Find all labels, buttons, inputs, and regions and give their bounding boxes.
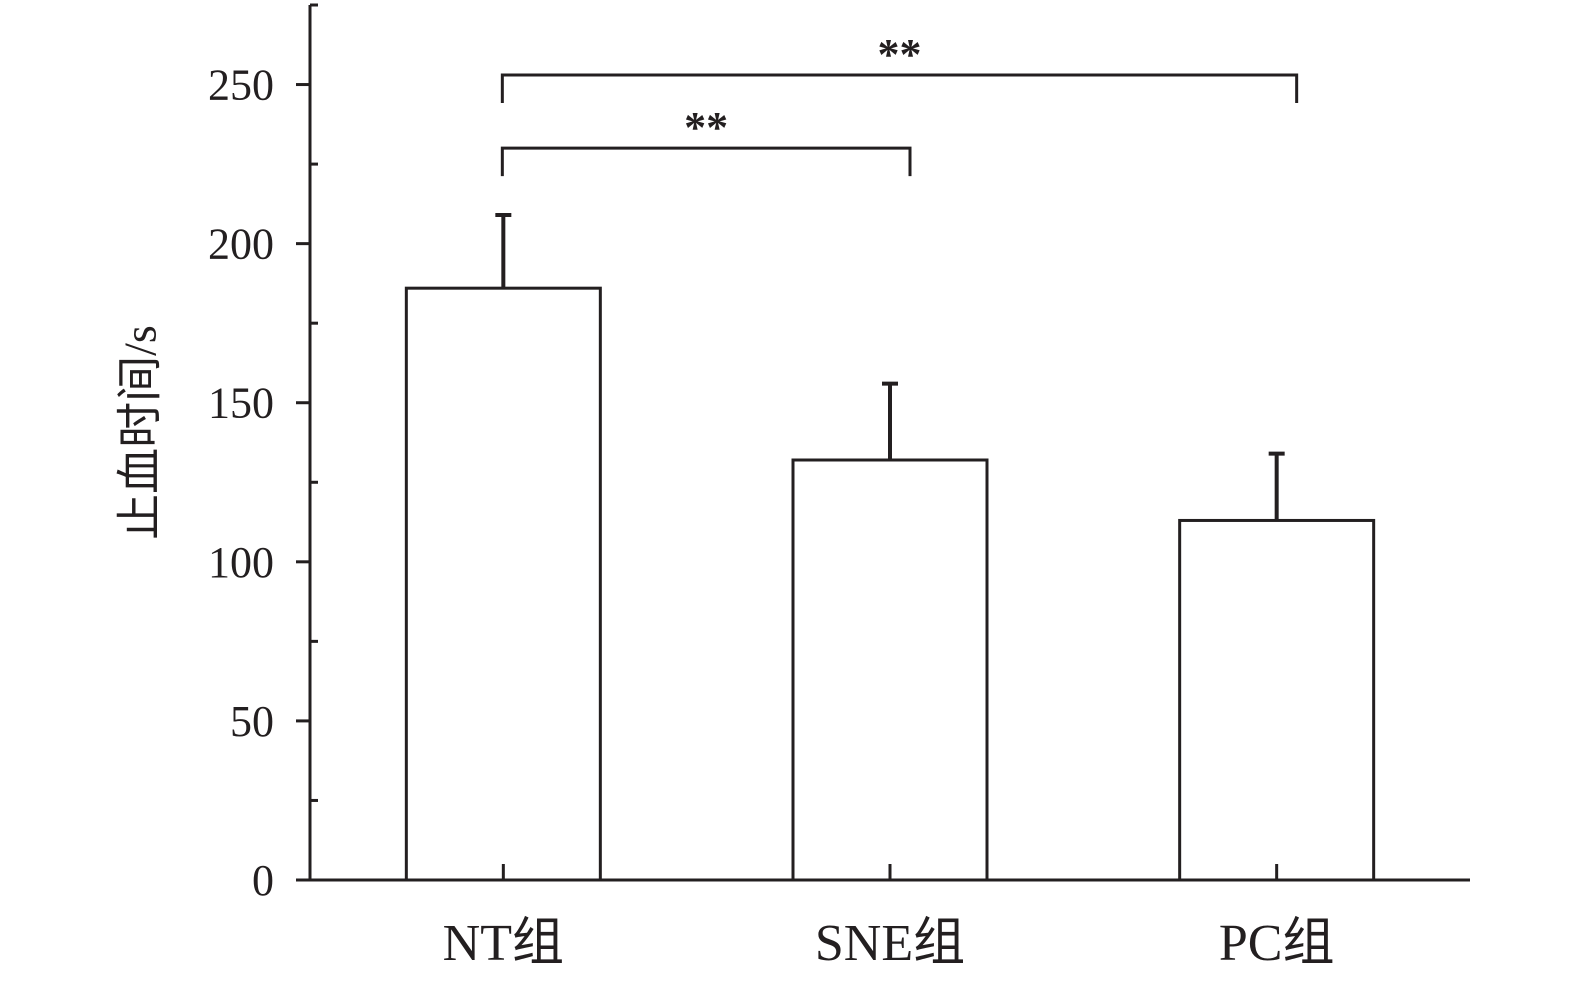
x-tick-label: NT组 — [443, 915, 564, 972]
x-tick-label: SNE组 — [815, 915, 965, 972]
significance-brackets: ** ** — [500, 30, 1299, 177]
y-tick-label: 0 — [252, 856, 274, 905]
y-axis-title: 止血时间/s — [115, 325, 166, 540]
y-tick-label: 50 — [230, 697, 274, 746]
y-axis-ticks: 0 50 100 150 200 250 — [208, 3, 318, 905]
x-axis-ticks: NT组 SNE组 PC组 — [443, 864, 1335, 972]
bar — [404, 286, 602, 882]
significance-label: ** — [684, 103, 728, 152]
bar — [791, 458, 989, 882]
x-tick-label: PC组 — [1219, 915, 1335, 972]
y-tick-label: 200 — [208, 220, 274, 269]
bars — [404, 213, 1376, 882]
significance-label: ** — [878, 30, 922, 79]
bar — [1178, 518, 1376, 882]
y-tick-label: 250 — [208, 61, 274, 110]
significance-bracket — [500, 73, 1299, 103]
significance-bracket — [500, 146, 912, 177]
y-tick-label: 100 — [208, 538, 274, 587]
y-tick-label: 150 — [208, 379, 274, 428]
